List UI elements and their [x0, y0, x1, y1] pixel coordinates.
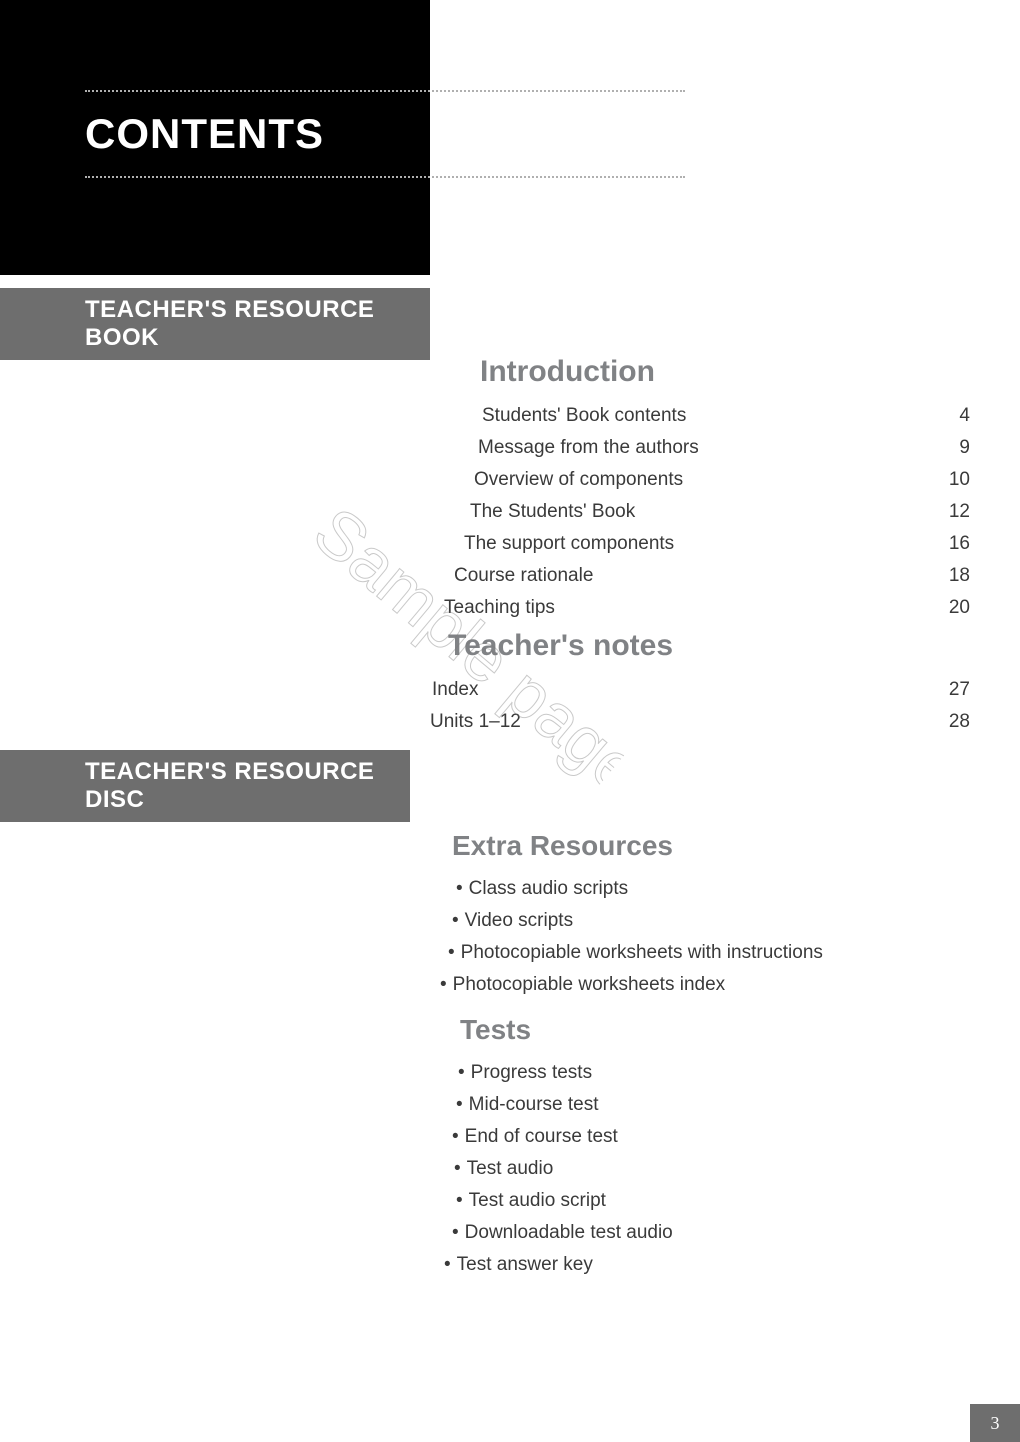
- toc-row: Teaching tips 20: [444, 597, 980, 619]
- toc-page: 20: [930, 597, 980, 619]
- bullet-dot-icon: •: [452, 1222, 459, 1244]
- bullet-dot-icon: •: [456, 1190, 463, 1212]
- toc-row: Message from the authors 9: [478, 437, 980, 459]
- bullet-item: • End of course test: [452, 1126, 980, 1148]
- bullet-dot-icon: •: [458, 1062, 465, 1084]
- bullet-label: Test answer key: [457, 1254, 593, 1276]
- bullet-dot-icon: •: [456, 878, 463, 900]
- bullet-item: • Downloadable test audio: [452, 1222, 980, 1244]
- bullet-label: Class audio scripts: [469, 878, 628, 900]
- toc-page: 28: [930, 711, 980, 733]
- toc-label: The support components: [464, 533, 930, 555]
- toc-label: Message from the authors: [478, 437, 930, 459]
- toc-row: Units 1–12 28: [430, 711, 980, 733]
- page-number: 3: [970, 1404, 1020, 1442]
- bullet-item: • Test audio: [454, 1158, 980, 1180]
- bullet-item: • Progress tests: [458, 1062, 980, 1084]
- toc-row: Students' Book contents 4: [482, 405, 980, 427]
- bullet-label: End of course test: [465, 1126, 618, 1148]
- teachers-notes-heading: Teacher's notes: [448, 629, 980, 663]
- toc-page: 10: [930, 469, 980, 491]
- bullet-item: • Photocopiable worksheets index: [440, 974, 980, 996]
- bullet-dot-icon: •: [444, 1254, 451, 1276]
- bullet-dot-icon: •: [452, 1126, 459, 1148]
- bullet-dot-icon: •: [440, 974, 447, 996]
- toc-page: 18: [930, 565, 980, 587]
- toc-page: 9: [930, 437, 980, 459]
- bullet-dot-icon: •: [456, 1094, 463, 1116]
- introduction-heading: Introduction: [480, 355, 980, 389]
- toc-page: 16: [930, 533, 980, 555]
- bullet-label: Mid-course test: [469, 1094, 599, 1116]
- toc-label: Students' Book contents: [482, 405, 930, 427]
- toc-row: The support components 16: [464, 533, 980, 555]
- toc-label: Teaching tips: [444, 597, 930, 619]
- resource-disc-content: Extra Resources • Class audio scripts • …: [430, 830, 980, 1286]
- section-bar-resource-disc: TEACHER'S RESOURCE DISC: [0, 750, 410, 822]
- toc-row: Index 27: [432, 679, 980, 701]
- toc-page: 12: [930, 501, 980, 523]
- bullet-label: Downloadable test audio: [465, 1222, 673, 1244]
- bullet-label: Progress tests: [471, 1062, 592, 1084]
- contents-heading: CONTENTS: [85, 110, 685, 158]
- dotted-rule-top: [85, 90, 685, 92]
- toc-row: Overview of components 10: [474, 469, 980, 491]
- contents-title-wrap: CONTENTS: [85, 90, 685, 178]
- toc-label: Overview of components: [474, 469, 930, 491]
- bullet-label: Photocopiable worksheets with instructio…: [461, 942, 823, 964]
- toc-page: 4: [930, 405, 980, 427]
- bullet-item: • Test audio script: [456, 1190, 980, 1212]
- tests-heading: Tests: [460, 1014, 980, 1046]
- bullet-label: Test audio: [467, 1158, 554, 1180]
- bullet-item: • Mid-course test: [456, 1094, 980, 1116]
- toc-page: 27: [930, 679, 980, 701]
- toc-label: Index: [432, 679, 930, 701]
- bullet-label: Photocopiable worksheets index: [453, 974, 726, 996]
- dotted-rule-bottom: [85, 176, 685, 178]
- bullet-dot-icon: •: [448, 942, 455, 964]
- extra-resources-heading: Extra Resources: [452, 830, 980, 862]
- bullet-item: • Class audio scripts: [456, 878, 980, 900]
- toc-row: The Students' Book 12: [470, 501, 980, 523]
- toc-label: Units 1–12: [430, 711, 930, 733]
- bullet-item: • Photocopiable worksheets with instruct…: [448, 942, 980, 964]
- bullet-label: Video scripts: [465, 910, 573, 932]
- toc-label: The Students' Book: [470, 501, 930, 523]
- bullet-label: Test audio script: [469, 1190, 606, 1212]
- bullet-item: • Test answer key: [444, 1254, 980, 1276]
- resource-book-content: Introduction Students' Book contents 4 M…: [430, 355, 980, 743]
- toc-row: Course rationale 18: [454, 565, 980, 587]
- bullet-dot-icon: •: [452, 910, 459, 932]
- bullet-dot-icon: •: [454, 1158, 461, 1180]
- section-bar-resource-book: TEACHER'S RESOURCE BOOK: [0, 288, 430, 360]
- bullet-item: • Video scripts: [452, 910, 980, 932]
- toc-label: Course rationale: [454, 565, 930, 587]
